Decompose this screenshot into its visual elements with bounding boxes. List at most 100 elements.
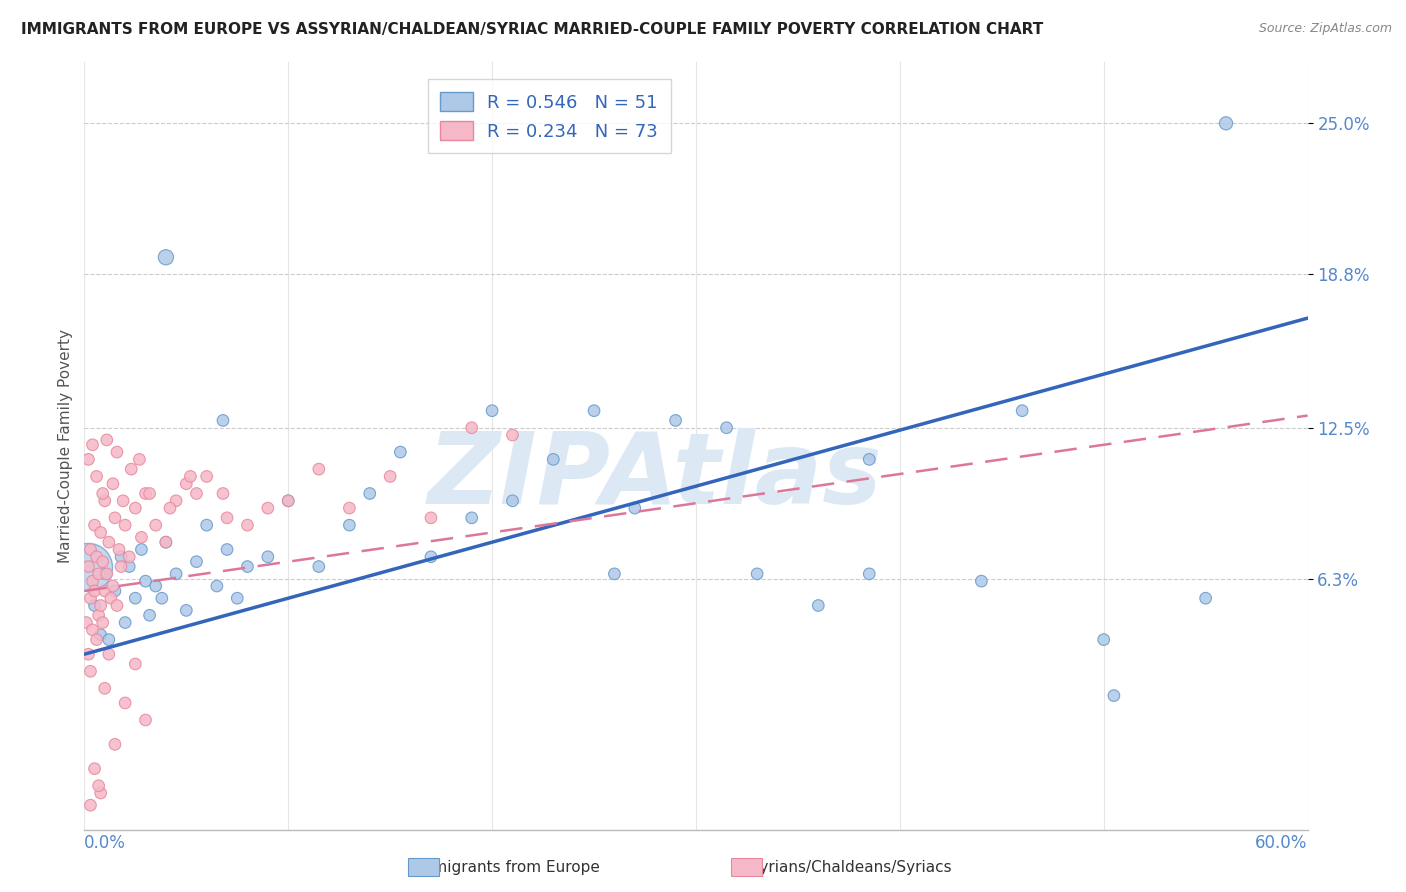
- Point: [236, 559, 259, 574]
- Point: [83, 583, 105, 598]
- Point: [112, 493, 135, 508]
- Text: Source: ZipAtlas.com: Source: ZipAtlas.com: [1258, 22, 1392, 36]
- Point: [93, 493, 115, 508]
- Point: [583, 403, 606, 417]
- Point: [79, 591, 101, 606]
- Point: [114, 615, 136, 630]
- Point: [83, 599, 105, 613]
- Point: [186, 555, 208, 569]
- Point: [1011, 403, 1033, 417]
- Point: [91, 615, 114, 630]
- Point: [104, 583, 127, 598]
- Point: [120, 462, 142, 476]
- Point: [1102, 689, 1125, 703]
- Point: [93, 583, 115, 598]
- Point: [277, 493, 299, 508]
- Point: [114, 696, 136, 710]
- Point: [97, 632, 120, 647]
- Point: [131, 542, 153, 557]
- Point: [124, 657, 146, 671]
- Point: [502, 428, 524, 442]
- Point: [97, 647, 120, 661]
- Point: [1215, 116, 1237, 130]
- Point: [83, 762, 105, 776]
- Point: [481, 403, 503, 417]
- Text: IMMIGRANTS FROM EUROPE VS ASSYRIAN/CHALDEAN/SYRIAC MARRIED-COUPLE FAMILY POVERTY: IMMIGRANTS FROM EUROPE VS ASSYRIAN/CHALD…: [21, 22, 1043, 37]
- Point: [135, 486, 157, 500]
- Text: ZIPAtlas: ZIPAtlas: [427, 428, 883, 524]
- Point: [380, 469, 402, 483]
- Point: [110, 559, 132, 574]
- Point: [461, 511, 484, 525]
- Point: [145, 579, 167, 593]
- Point: [236, 518, 259, 533]
- Point: [83, 518, 105, 533]
- Point: [858, 452, 880, 467]
- Point: [91, 486, 114, 500]
- Point: [124, 591, 146, 606]
- Point: [93, 681, 115, 696]
- Point: [257, 501, 280, 516]
- Point: [105, 445, 128, 459]
- Point: [86, 632, 108, 647]
- Point: [96, 433, 118, 447]
- Point: [212, 486, 235, 500]
- Point: [226, 591, 249, 606]
- Point: [90, 525, 112, 540]
- Point: [114, 518, 136, 533]
- Point: [91, 555, 114, 569]
- Point: [165, 493, 187, 508]
- Point: [174, 476, 197, 491]
- Point: [186, 486, 208, 500]
- Text: 0.0%: 0.0%: [84, 834, 127, 853]
- Point: [96, 566, 118, 581]
- Point: [86, 549, 108, 564]
- Point: [86, 469, 108, 483]
- Point: [90, 599, 112, 613]
- Point: [212, 413, 235, 427]
- Point: [308, 462, 330, 476]
- Point: [665, 413, 688, 427]
- Point: [174, 603, 197, 617]
- Point: [105, 599, 128, 613]
- Point: [257, 549, 280, 564]
- Point: [118, 559, 141, 574]
- Point: [389, 445, 412, 459]
- Point: [82, 438, 104, 452]
- Point: [1092, 632, 1115, 647]
- Point: [79, 798, 101, 813]
- Point: [79, 665, 101, 679]
- Point: [128, 452, 150, 467]
- Point: [716, 421, 738, 435]
- Point: [277, 493, 299, 508]
- Point: [108, 542, 131, 557]
- Point: [104, 737, 127, 751]
- Point: [135, 574, 157, 589]
- Point: [104, 511, 127, 525]
- Point: [79, 542, 101, 557]
- Point: [179, 469, 201, 483]
- Point: [543, 452, 565, 467]
- Point: [359, 486, 381, 500]
- Point: [90, 628, 112, 642]
- Point: [131, 530, 153, 544]
- Point: [420, 549, 443, 564]
- Point: [82, 574, 104, 589]
- Point: [205, 579, 228, 593]
- Point: [135, 713, 157, 727]
- Point: [93, 566, 115, 581]
- Point: [1195, 591, 1218, 606]
- Point: [87, 779, 110, 793]
- Point: [87, 566, 110, 581]
- Point: [195, 518, 218, 533]
- Point: [77, 559, 100, 574]
- Point: [420, 511, 443, 525]
- Point: [77, 559, 100, 574]
- Text: 60.0%: 60.0%: [1256, 834, 1308, 853]
- Point: [165, 566, 187, 581]
- Point: [195, 469, 218, 483]
- Point: [110, 549, 132, 564]
- Point: [747, 566, 769, 581]
- Point: [100, 591, 122, 606]
- Point: [124, 501, 146, 516]
